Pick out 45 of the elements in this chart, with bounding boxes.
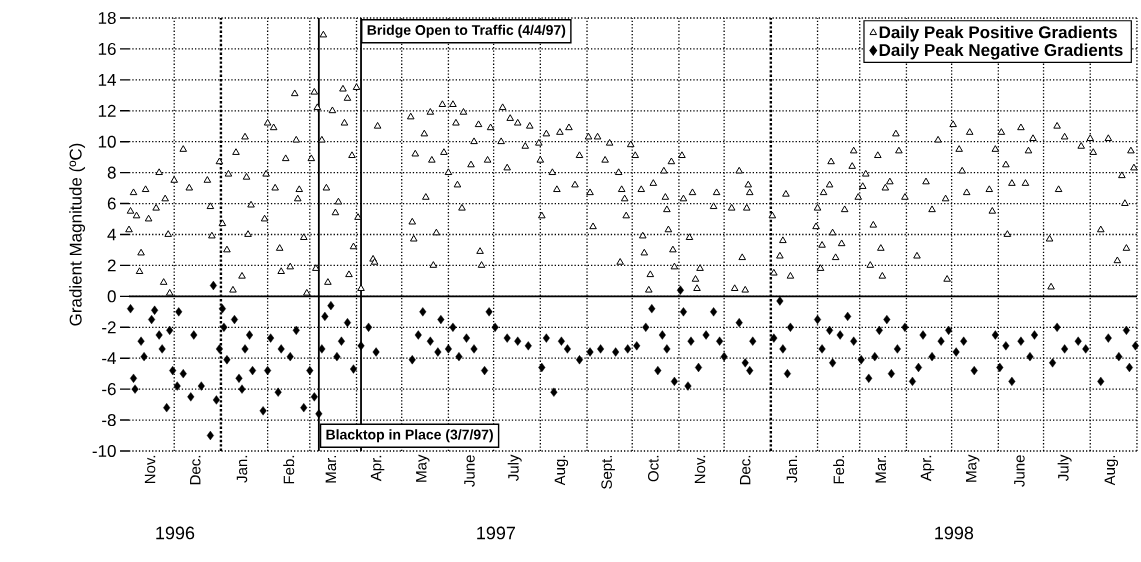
y-tick-label: -10 [92, 444, 116, 458]
x-tick-label: Jan. [786, 455, 798, 483]
x-tick-label: Oct. [648, 455, 659, 482]
text: 1996 [156, 526, 195, 540]
ref-line-label: Bridge Open to Traffic (4/4/97) [367, 24, 566, 38]
x-tick-label: Dec. [739, 455, 751, 485]
x-tick-label: Apr. [370, 455, 385, 482]
y-tick-label: -2 [102, 321, 116, 334]
y-tick-label: 12 [98, 104, 116, 117]
x-tick-label: Mar. [325, 455, 337, 483]
y-tick-label: -4 [102, 352, 116, 365]
x-tick-label: Feb. [833, 455, 845, 484]
x-tick-label: May [966, 454, 980, 482]
x-tick-label: Feb. [283, 455, 295, 484]
y-tick-label: 2 [107, 259, 116, 272]
y-tick-label: 18 [98, 11, 116, 25]
y-tick-label: 14 [98, 74, 116, 86]
x-tick-label: May [416, 454, 430, 482]
y-tick-label: 4 [107, 228, 116, 241]
legend-label: Daily Peak Positive Gradients [879, 25, 1117, 42]
x-tick-label: Aug. [1104, 455, 1119, 486]
x-tick-label: July [507, 454, 522, 481]
x-tick-label: July [1057, 454, 1072, 481]
x-tick-label: Apr. [920, 455, 935, 482]
x-tick-label: Jan. [236, 455, 248, 483]
x-tick-label: Sept. [601, 455, 615, 489]
ref-line-label: Blacktop in Place (3/7/97) [326, 429, 493, 443]
x-tick-label: Mar. [875, 455, 887, 483]
y-tick-label: 6 [107, 197, 116, 210]
text: 1997 [477, 526, 515, 540]
x-tick-label: Nov. [144, 455, 156, 484]
y-axis-title: Gradient Magnitude (ºC) [69, 143, 86, 326]
y-tick-label: 10 [98, 135, 116, 148]
x-tick-label: June [1014, 455, 1025, 487]
x-tick-label: Dec. [190, 455, 201, 485]
y-tick-label: -6 [102, 383, 116, 396]
y-tick-label: 16 [98, 42, 116, 55]
legend-label: Daily Peak Negative Gradients [879, 43, 1123, 60]
x-tick-label: Nov. [694, 455, 706, 484]
y-tick-label: 8 [107, 166, 116, 179]
y-tick-label: 0 [107, 290, 116, 303]
y-tick-label: -8 [102, 414, 116, 427]
x-tick-label: June [464, 455, 475, 487]
text: 1998 [935, 526, 974, 540]
x-tick-label: Aug. [554, 455, 569, 486]
